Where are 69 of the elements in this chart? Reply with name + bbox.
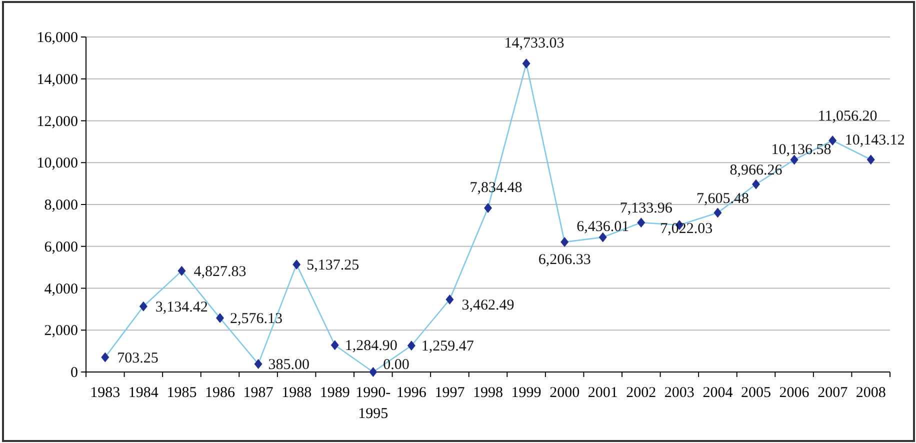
point bbox=[560, 237, 569, 248]
point bbox=[216, 313, 224, 324]
data-label: 2,576.13 bbox=[230, 311, 282, 328]
point bbox=[866, 154, 875, 165]
point bbox=[139, 301, 148, 312]
data-label: 7,022.03 bbox=[660, 220, 713, 237]
point bbox=[330, 340, 339, 350]
point bbox=[178, 266, 186, 276]
data-label: 1,284.90 bbox=[344, 338, 398, 354]
data-label: 10,136.58 bbox=[771, 142, 832, 158]
x-tick-label: 1997 bbox=[434, 385, 466, 401]
point bbox=[254, 358, 262, 369]
x-tick-label: 2001 bbox=[588, 385, 618, 401]
x-tick-label: 2008 bbox=[856, 385, 886, 401]
x-tick-label: 2000 bbox=[550, 385, 580, 401]
x-tick-label: 1988 bbox=[282, 385, 312, 401]
point bbox=[369, 367, 378, 377]
x-tick-label: 1983 bbox=[90, 385, 120, 401]
data-label: 14,733.03 bbox=[504, 36, 564, 52]
y-tick-label: 12,000 bbox=[36, 114, 78, 130]
data-label: 385.00 bbox=[268, 356, 310, 373]
x-tick-label: 2002 bbox=[626, 385, 656, 401]
y-tick-label: 16,000 bbox=[36, 30, 78, 46]
point bbox=[446, 294, 454, 305]
y-tick-label: 2,000 bbox=[44, 323, 78, 340]
data-label: 1,259.47 bbox=[421, 338, 474, 355]
x-tick-label: 1996 bbox=[396, 385, 427, 401]
y-tick-label: 8,000 bbox=[44, 198, 78, 214]
x-tick-label: 1987 bbox=[243, 385, 274, 401]
x-tick-label: 1989 bbox=[320, 385, 350, 401]
data-label: 6,206.33 bbox=[538, 252, 591, 268]
point bbox=[407, 340, 416, 351]
x-tick-label: 1984 bbox=[128, 385, 159, 401]
x-tick-label: 1985 bbox=[166, 385, 197, 401]
point bbox=[752, 179, 760, 190]
data-label: 11,056.20 bbox=[818, 108, 878, 125]
data-label: 5,137.25 bbox=[306, 257, 360, 274]
point bbox=[522, 58, 530, 69]
x-tick-label: 1990- 1995 bbox=[356, 385, 391, 422]
x-tick-label: 2005 bbox=[741, 385, 771, 401]
x-tick-label: 2007 bbox=[818, 385, 848, 401]
data-label: 703.25 bbox=[117, 350, 158, 366]
y-tick-label: 10,000 bbox=[36, 156, 78, 172]
data-label: 7,834.48 bbox=[470, 180, 522, 196]
data-label: 6,436.01 bbox=[576, 219, 630, 236]
data-label: 7,605.48 bbox=[696, 190, 749, 207]
point bbox=[101, 352, 110, 362]
data-label: 10,143.12 bbox=[844, 132, 905, 149]
y-tick-label: 0 bbox=[70, 365, 78, 381]
x-tick-label: 1986 bbox=[205, 385, 236, 401]
point bbox=[484, 202, 492, 213]
y-tick-label: 6,000 bbox=[44, 239, 78, 256]
y-tick-label: 14,000 bbox=[36, 72, 78, 88]
y-tick-label: 4,000 bbox=[44, 281, 78, 298]
x-tick-label: 1998 bbox=[473, 385, 503, 401]
x-tick-label: 1999 bbox=[511, 385, 542, 401]
data-label: 8,966.26 bbox=[730, 162, 783, 178]
x-tick-label: 2006 bbox=[779, 385, 810, 401]
point bbox=[292, 259, 301, 270]
point bbox=[714, 208, 722, 218]
point bbox=[828, 136, 837, 146]
x-tick-label: 2003 bbox=[664, 385, 694, 401]
data-label: 3,134.42 bbox=[155, 299, 208, 316]
data-label: 7,133.96 bbox=[620, 200, 673, 217]
data-label: 4,827.83 bbox=[194, 264, 246, 280]
x-tick-label: 2004 bbox=[702, 385, 734, 401]
data-label: 0.00 bbox=[383, 357, 410, 373]
point bbox=[637, 218, 646, 228]
data-label: 3,462.49 bbox=[462, 298, 514, 314]
